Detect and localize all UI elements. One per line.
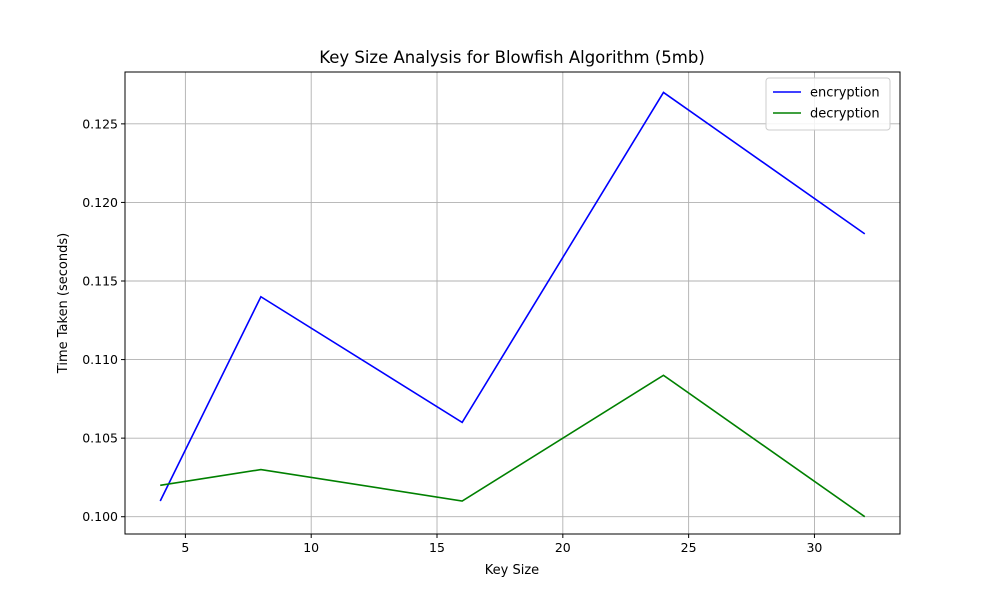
chart-title: Key Size Analysis for Blowfish Algorithm… (319, 48, 705, 67)
grid-lines (125, 72, 900, 534)
y-tick-label: 0.105 (82, 431, 118, 446)
y-tick-label: 0.100 (82, 509, 118, 524)
plot-frame (124, 71, 901, 535)
legend-box (765, 77, 891, 131)
x-axis-ticks: 5 10 15 20 25 30 (181, 534, 822, 555)
x-axis-label: Key Size (485, 563, 539, 578)
y-axis-label: Time Taken (seconds) (56, 233, 71, 374)
x-tick-label: 25 (681, 540, 697, 555)
legend-label-decryption: decryption (810, 107, 880, 122)
x-tick-label: 5 (181, 540, 189, 555)
y-axis-ticks: 0.100 0.105 0.110 0.115 0.120 0.125 (82, 116, 125, 524)
series-line-encryption (159, 91, 866, 502)
y-tick-label: 0.120 (82, 195, 118, 210)
legend-label-encryption: encryption (810, 86, 880, 101)
x-tick-label: 15 (429, 540, 445, 555)
legend: encryption decryption (765, 77, 891, 131)
y-tick-label: 0.110 (82, 352, 118, 367)
series-lines (159, 91, 866, 518)
x-tick-label: 20 (555, 540, 571, 555)
x-tick-label: 10 (303, 540, 319, 555)
y-tick-label: 0.115 (82, 274, 118, 289)
series-line-decryption (160, 374, 866, 518)
y-tick-label: 0.125 (82, 116, 118, 131)
x-tick-label: 30 (806, 540, 822, 555)
